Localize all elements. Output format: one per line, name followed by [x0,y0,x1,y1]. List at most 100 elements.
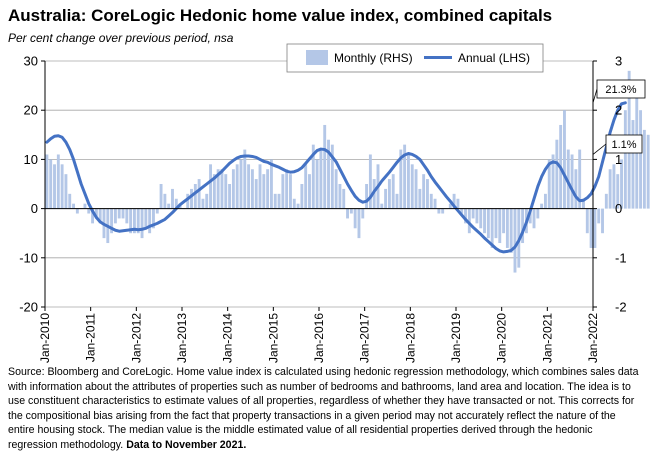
monthly-bar [231,169,235,209]
monthly-bar [186,193,190,209]
monthly-bar [319,149,323,209]
monthly-bar [83,203,87,209]
monthly-bar [94,208,98,219]
monthly-bar [543,193,547,209]
x-tick-label: Jan-2021 [540,313,554,363]
monthly-bar [129,208,133,234]
left-tick-label: 10 [24,152,38,167]
monthly-bar [216,169,220,209]
monthly-bar [406,154,410,209]
monthly-bar [471,208,475,219]
legend-box [286,43,544,73]
monthly-bar [513,208,517,273]
monthly-bar [536,208,540,219]
monthly-bar [243,149,247,209]
right-tick-label: 3 [615,54,622,69]
monthly-bar [441,208,445,214]
monthly-bar [349,208,353,214]
monthly-bar [601,208,604,234]
monthly-bar [623,110,627,209]
monthly-bar [269,159,273,209]
monthly-bar [121,208,125,219]
monthly-bar [250,169,254,209]
chart-title: Australia: CoreLogic Hedonic home value … [8,6,553,25]
x-tick-label: Jan-2013 [175,313,189,363]
annual-line-layer [45,101,627,254]
monthly-bar [429,193,433,209]
monthly-bar [140,208,144,239]
monthly-bar [159,184,163,209]
monthly-bar [384,188,388,209]
monthly-bar [334,169,338,209]
monthly-bar [167,203,171,209]
monthly-bar [60,164,64,209]
monthly-bar [620,159,623,209]
monthly-bar [72,203,75,209]
left-tick-label: 30 [24,54,38,69]
monthly-bar [148,208,152,234]
left-tick-label: 0 [31,201,38,216]
monthly-bar [258,164,262,209]
x-tick-label: Jan-2018 [403,313,417,363]
x-tick-label: Jan-2019 [449,313,463,363]
monthly-bar [273,193,277,209]
monthly-bar [414,169,418,209]
x-tick-label: Jan-2017 [358,313,372,363]
monthly-bar [262,174,266,209]
monthly-bar [608,169,612,209]
x-tick-label: Jan-2022 [586,313,600,363]
monthly-bar [563,110,566,209]
right-tick-label: 1 [615,152,622,167]
monthly-bar [346,208,349,219]
source-note: Source: Bloomberg and CoreLogic. Home va… [8,365,640,453]
monthly-bar [113,208,117,224]
monthly-bar [98,208,102,224]
monthly-bar [475,208,479,224]
legend-label-annual: Annual (LHS) [458,51,530,65]
monthly-bar [582,198,585,209]
monthly-bar [547,159,551,209]
monthly-bar [292,198,296,209]
legend-swatch-monthly [306,50,328,65]
monthly-bar [452,193,456,209]
monthly-bar [642,129,646,209]
annotation-label: 1.1% [611,139,636,151]
monthly-bar [330,144,334,209]
monthly-bar [193,184,197,209]
monthly-bar [528,208,532,224]
monthly-bar [190,188,193,209]
monthly-bar [239,159,243,209]
monthly-bar [433,198,437,209]
monthly-bar [304,164,308,209]
monthly-bar [460,208,464,214]
monthly-bar [403,144,407,209]
monthly-bar [387,179,391,209]
monthly-bar [353,208,357,229]
monthly-bar [410,164,414,209]
x-tick-label: Jan-2011 [84,313,98,362]
monthly-bar [490,208,494,248]
legend-label-monthly: Monthly (RHS) [334,51,413,65]
monthly-bar [254,179,258,209]
monthly-bar [505,208,509,248]
monthly-bar [220,169,224,209]
monthly-bar [585,208,589,234]
left-tick-label: -20 [19,300,38,315]
monthly-bar [308,174,311,209]
monthly-bar [448,203,452,209]
monthly-bar [456,198,460,209]
right-tick-label: -1 [615,250,627,265]
monthly-bar [53,164,56,209]
monthly-bar [395,193,399,209]
gridlines [45,60,593,308]
monthly-bar [91,208,95,224]
x-tick-label: Jan-2015 [266,313,280,363]
monthly-bar [117,208,121,219]
monthly-bar [464,208,467,224]
source-text: Source: Bloomberg and CoreLogic. Home va… [8,366,639,451]
x-tick-label: Jan-2010 [38,313,52,363]
monthly-bar [486,208,490,239]
monthly-bar [205,193,209,209]
monthly-bar [631,120,635,209]
